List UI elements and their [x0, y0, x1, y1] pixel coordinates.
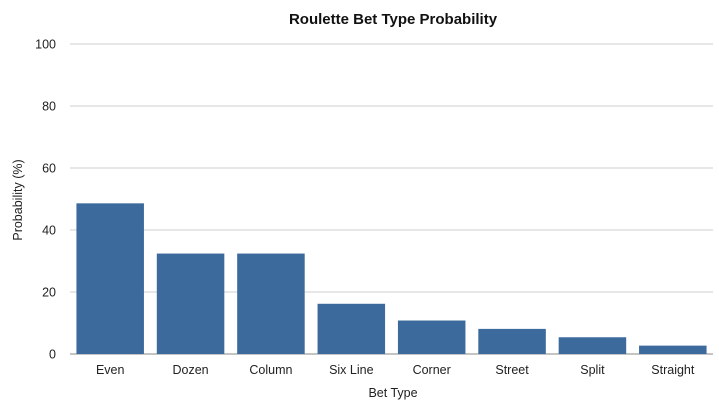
bar-split — [558, 337, 627, 354]
y-tick-label: 40 — [42, 224, 56, 238]
bar-dozen — [156, 253, 225, 354]
y-axis-ticks: 0 20 40 60 80 100 — [35, 38, 56, 362]
x-axis-label: Bet Type — [368, 386, 417, 400]
x-tick-label: Split — [580, 363, 605, 377]
bar-even — [76, 203, 144, 354]
chart-title: Roulette Bet Type Probability — [289, 11, 498, 28]
y-tick-label: 80 — [42, 100, 56, 114]
x-tick-label: Street — [495, 363, 529, 377]
x-tick-label: Straight — [651, 363, 695, 377]
bar-column — [237, 253, 305, 354]
x-tick-label: Column — [249, 363, 292, 377]
x-tick-label: Dozen — [172, 363, 208, 377]
y-axis-label: Probability (%) — [11, 159, 25, 240]
x-tick-label: Even — [96, 363, 125, 377]
y-tick-label: 0 — [49, 348, 56, 362]
y-tick-label: 100 — [35, 38, 56, 52]
bars — [76, 203, 707, 354]
y-tick-label: 60 — [42, 162, 56, 176]
y-tick-label: 20 — [42, 286, 56, 300]
x-tick-label: Six Line — [329, 363, 374, 377]
bar-six-line — [317, 303, 386, 354]
x-tick-label: Corner — [413, 363, 451, 377]
x-axis-ticks: Even Dozen Column Six Line Corner Street Split… — [96, 363, 695, 377]
bar-corner — [397, 320, 466, 354]
bar-straight — [639, 345, 707, 354]
bar-street — [478, 328, 546, 354]
